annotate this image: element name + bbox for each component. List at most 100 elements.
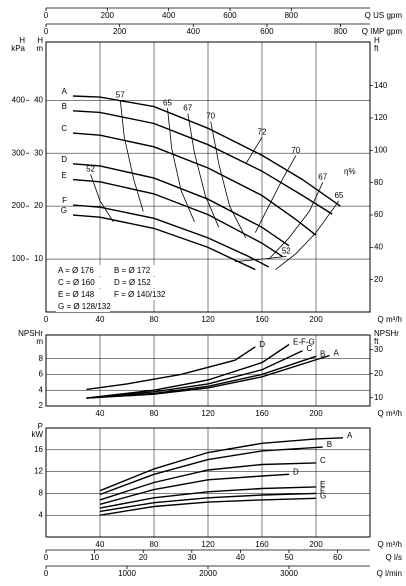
curve-label: G [320,491,326,500]
x-tick-label: 40 [96,540,105,549]
axis-tick-label: 600 [260,27,274,36]
curve [99,462,317,501]
y-tick-label: 4 [39,510,44,519]
axis-tick-label: 1000 [118,569,136,578]
curve-label: C [320,456,326,465]
axis-unit: ft [374,337,379,346]
axis-tick-label: 800 [285,11,299,20]
diameter-label: D = Ø 152 [114,278,151,287]
efficiency-curve [268,182,324,260]
axis-tick-label: 0 [44,11,49,20]
axis-tick-label: 600 [223,11,237,20]
axis-tick-label: 800 [334,27,348,36]
x-tick-label: 40 [96,315,105,324]
y-tick-label: 16 [34,445,43,454]
curve [86,354,330,399]
curve [99,497,317,516]
legend-bg [56,301,110,312]
efficiency-label: 70 [291,146,300,155]
axis-tick-label: 3000 [280,569,298,578]
axis-tick-label: 200 [113,27,127,36]
efficiency-label: 65 [163,98,172,107]
efficiency-label: 52 [282,247,291,256]
diameter-label: G = Ø 128/132 [58,302,111,311]
axis-title: NPSHr [374,329,399,338]
axis-title: Q US gpm [365,11,403,20]
axis-tick-label: 200 [101,11,115,20]
diameter-label: B = Ø 172 [114,266,151,275]
curve [86,355,317,399]
curve [72,132,317,236]
diameter-label: E = Ø 148 [58,290,95,299]
y-tick-label: 2 [39,401,44,410]
efficiency-curve [234,256,287,263]
axis-tick-label: 0 [44,27,49,36]
axis-tick-label: 140 [374,81,388,90]
y-tick-label: 20 [34,201,43,210]
axis-tick-label: 2000 [199,569,217,578]
y-unit: kW [31,430,43,439]
y-tick-label: 6 [39,370,44,379]
axis-unit: ft [374,44,379,53]
y-tick-label: 8 [39,489,44,498]
axis-tick-label: 40 [236,553,245,562]
efficiency-label: 67 [318,172,327,181]
x-tick-label: 160 [255,409,269,418]
axis-title: Q IMP gpm [362,27,403,36]
legend-bg [56,265,110,276]
y-title: H [37,36,43,45]
axis-title: H [374,36,380,45]
axis-tick-label: 30 [187,553,196,562]
efficiency-curve [210,121,247,239]
axis-tick-label: 400 [187,27,201,36]
legend-bg [56,289,110,300]
diameter-label: A = Ø 176 [58,266,94,275]
y-unit: m [36,337,43,346]
axis-title: Q l/min [377,569,402,578]
curve-label: B [327,440,332,449]
efficiency-label: 72 [258,127,267,136]
efficiency-curve [187,113,220,228]
y-tick-label: 40 [34,95,43,104]
x-tick-label: 80 [150,540,159,549]
curve-label: F [320,487,325,496]
legend-bg [110,265,164,276]
curve [86,346,256,391]
axis-tick-label: 20 [139,553,148,562]
curve-label: A [62,87,68,96]
x-tick-label: 120 [201,315,215,324]
axis-tick-label: 30 [374,345,383,354]
curve [99,446,323,496]
y-tick-label: 4 [39,385,44,394]
curve-label: C [61,124,67,133]
curve [99,486,317,509]
y-title: NPSHr [18,329,43,338]
axis-tick-label: 60 [333,553,342,562]
efficiency-curve [90,174,114,223]
y-tick-label: 8 [39,354,44,363]
axis-tick-label: 10 [90,553,99,562]
curve [72,95,341,207]
axis-tick-label: 400 [12,95,26,104]
curve-label: F [62,196,67,205]
x-tick-label: 200 [309,540,323,549]
y-unit: m [36,44,43,53]
efficiency-curve [119,100,144,212]
curve-label: E-F-G [293,338,315,347]
axis-tick-label: 20 [374,369,383,378]
efficiency-label: 70 [206,112,215,121]
efficiency-label: 57 [116,90,125,99]
curve-label: B [320,349,325,358]
axis-tick-label: 40 [374,242,383,251]
curve-label: D [293,467,299,476]
axis-title: H [19,36,25,45]
efficiency-label: 52 [86,164,95,173]
curve-label: E [320,480,325,489]
curve-label: A [334,349,340,358]
axis-tick-label: 300 [12,148,26,157]
axis-tick-label: 120 [374,113,388,122]
x-tick-label: 160 [255,315,269,324]
diameter-label: C = Ø 160 [58,278,95,287]
curve [99,473,290,505]
